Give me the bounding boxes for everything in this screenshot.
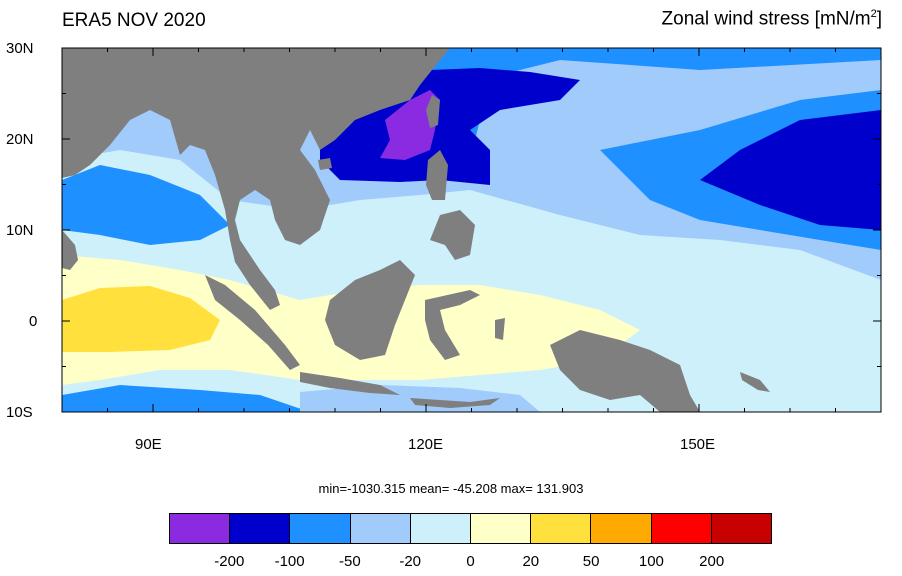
colorbar-label: 100 xyxy=(638,553,664,570)
x-tick-label-120e: 120E xyxy=(408,436,444,453)
land-sulawesi xyxy=(425,290,480,360)
x-tick-label-150e: 150E xyxy=(680,436,716,453)
colorbar-label: 50 xyxy=(582,553,600,570)
land-philippines-south xyxy=(430,210,475,260)
colorbar-segment xyxy=(471,514,532,543)
land-india-tip xyxy=(62,230,78,270)
colorbar-segment xyxy=(711,514,772,543)
ocean-navy-region-east xyxy=(700,110,881,230)
ocean-blue-region-bengal xyxy=(62,165,230,245)
axis-ticks xyxy=(61,47,882,413)
colorbar-segment xyxy=(591,514,652,543)
land-new-guinea xyxy=(550,330,700,412)
y-tick-label-10s: 10S xyxy=(6,404,33,421)
ocean-blue-region-south xyxy=(62,385,310,412)
statistics-text: min=-1030.315 mean= -45.208 max= 131.903 xyxy=(318,481,584,496)
colorbar-label: -50 xyxy=(339,553,361,570)
land-borneo xyxy=(325,260,415,360)
colorbar-segment xyxy=(170,514,231,543)
colorbar-label: 20 xyxy=(522,553,540,570)
land-lesser-sunda xyxy=(410,398,500,408)
land-sumatra xyxy=(205,275,300,370)
land-solomon-islands xyxy=(740,372,770,392)
land-philippines-luzon xyxy=(426,150,448,200)
colorbar-label: -100 xyxy=(274,553,305,570)
colorbar-label: -20 xyxy=(399,553,422,570)
y-tick-label-0: 0 xyxy=(29,313,38,330)
map-svg xyxy=(61,47,882,413)
map-fill xyxy=(62,48,881,412)
colorbar-segment xyxy=(651,514,712,543)
land-asia-mainland xyxy=(62,48,450,310)
colorbar-label: 0 xyxy=(466,553,475,570)
land-halmahera xyxy=(495,318,505,340)
land-masses xyxy=(62,48,770,412)
colorbar-segment xyxy=(531,514,592,543)
variable-title-close: ] xyxy=(876,8,882,30)
y-tick-label-30n: 30N xyxy=(6,40,34,57)
land-hainan xyxy=(318,158,332,170)
ocean-purple-region xyxy=(380,90,440,160)
variable-title-superscript: 2 xyxy=(870,8,877,20)
y-tick-label-10n: 10N xyxy=(6,222,34,239)
x-tick-label-90e: 90E xyxy=(135,436,162,453)
map-panel xyxy=(61,47,882,413)
map-title: ERA5 NOV 2020 xyxy=(62,10,206,31)
colorbar-segment xyxy=(350,514,411,543)
land-taiwan xyxy=(426,95,440,128)
variable-title: Zonal wind stress [mN/m2] xyxy=(662,8,882,30)
variable-title-text: Zonal wind stress [mN/m xyxy=(661,8,871,30)
y-tick-label-20n: 20N xyxy=(6,131,34,148)
colorbar-label: -200 xyxy=(214,553,245,570)
colorbar-label: 200 xyxy=(699,553,725,570)
colorbar-segment xyxy=(290,514,351,543)
colorbar-segment xyxy=(410,514,472,543)
colorbar-segment xyxy=(230,514,291,543)
land-java xyxy=(300,372,400,395)
ocean-yellow-region xyxy=(62,286,220,352)
colorbar xyxy=(169,513,772,544)
